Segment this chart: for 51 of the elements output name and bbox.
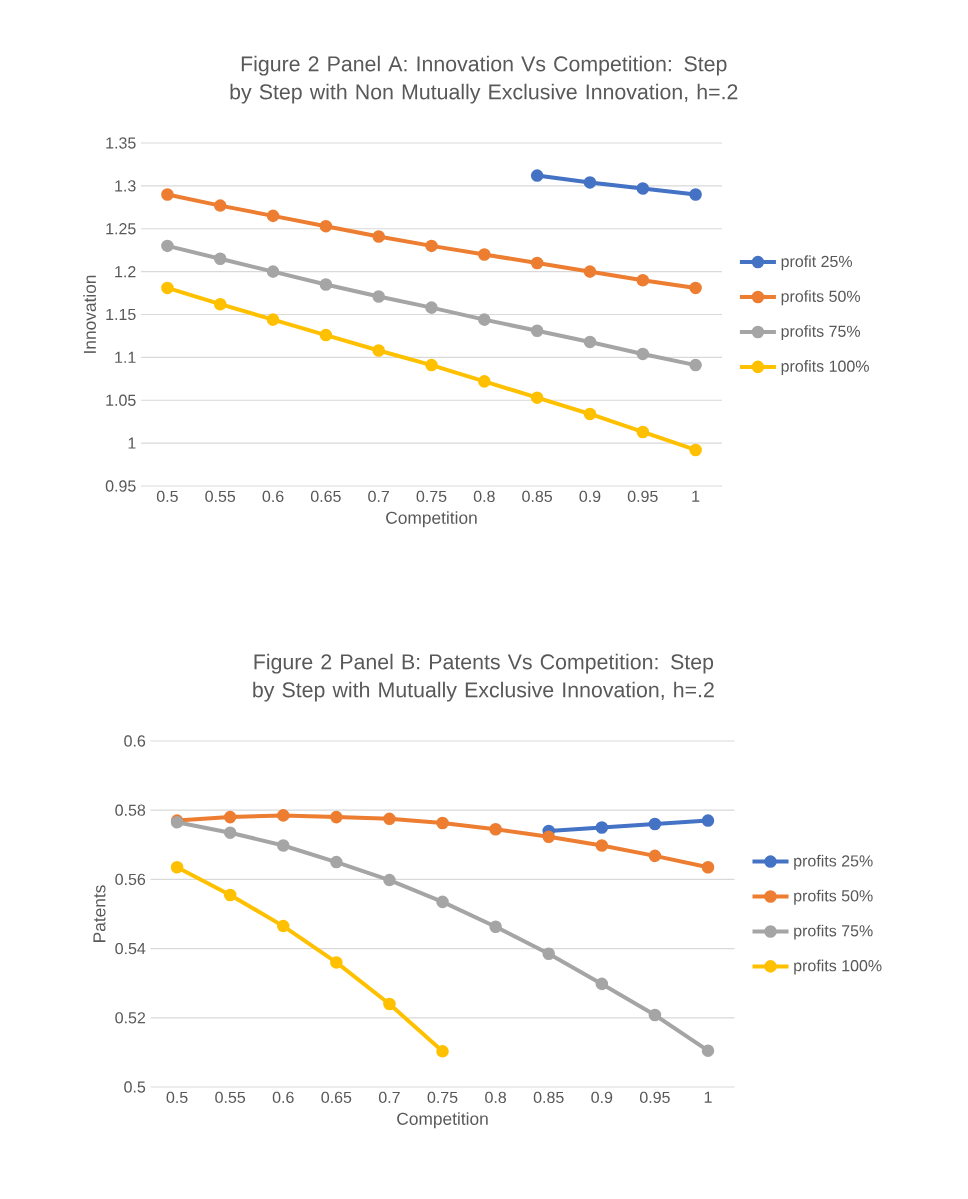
legend-label: profits 25% bbox=[794, 854, 873, 870]
y-tick-label: 0.58 bbox=[115, 804, 146, 816]
x-tick-label: 0.9 bbox=[591, 1091, 613, 1104]
y-tick-label: 0.52 bbox=[115, 1012, 146, 1024]
x-tick-label: 0.55 bbox=[215, 1091, 246, 1104]
x-tick-label: 0.85 bbox=[522, 490, 553, 503]
y-tick-label: 0.54 bbox=[115, 942, 146, 955]
x-tick-label: 0.85 bbox=[533, 1091, 564, 1104]
legend-label: profit 25% bbox=[781, 255, 853, 271]
x-tick-label: 0.7 bbox=[378, 1091, 400, 1104]
x-tick-label: 0.9 bbox=[579, 490, 601, 503]
x-tick-label: 0.65 bbox=[310, 490, 341, 503]
chart-title: Figure 2 Panel A: Innovation Vs Competition: Step by Step with Non Mutually Exclusive Innovation, h=.2 bbox=[230, 55, 738, 104]
y-tick-label: 1.05 bbox=[106, 394, 136, 406]
x-tick-label: 0.5 bbox=[166, 1091, 188, 1104]
x-tick-label: 0.65 bbox=[321, 1091, 352, 1104]
legend-label: profits 100% bbox=[781, 360, 869, 376]
y-tick-label: 1.3 bbox=[115, 180, 136, 192]
y-tick-label: 0.5 bbox=[124, 1081, 146, 1093]
x-tick-label: 0.75 bbox=[416, 490, 447, 503]
y-tick-label: 1.1 bbox=[115, 351, 136, 363]
x-tick-label: 0.55 bbox=[205, 490, 236, 503]
legend-label: profits 50% bbox=[781, 290, 861, 306]
x-tick-label: 0.7 bbox=[368, 490, 389, 503]
x-axis-title: Competition bbox=[397, 1112, 488, 1129]
legend-label: profits 75% bbox=[794, 924, 873, 940]
x-tick-label: 0.95 bbox=[639, 1091, 670, 1104]
x-tick-label: 0.6 bbox=[262, 490, 284, 503]
y-tick-label: 0.6 bbox=[124, 735, 146, 747]
y-tick-label: 1.35 bbox=[106, 137, 136, 149]
chart-title: Figure 2 Panel B: Patents Vs Competition: Step by Step with Mutually Exclusive Innovation, h=.2 bbox=[253, 653, 714, 702]
x-tick-label: 0.95 bbox=[627, 490, 658, 503]
legend-label: profits 75% bbox=[781, 325, 861, 341]
legend-label: profits 100% bbox=[794, 959, 882, 975]
x-tick-label: 0.5 bbox=[156, 490, 178, 503]
y-axis-title: Patents bbox=[93, 885, 106, 942]
y-tick-label: 0.56 bbox=[115, 873, 146, 886]
x-tick-label: 0.75 bbox=[427, 1091, 458, 1104]
y-tick-label: 1.15 bbox=[106, 308, 136, 321]
y-tick-label: 1 bbox=[128, 437, 136, 449]
legend-label: profits 50% bbox=[794, 889, 873, 905]
y-tick-label: 1.25 bbox=[106, 223, 136, 235]
x-tick-label: 0.6 bbox=[272, 1091, 294, 1104]
x-tick-label: 0.8 bbox=[485, 1091, 507, 1104]
x-tick-label: 0.8 bbox=[473, 490, 495, 503]
y-tick-label: 1.2 bbox=[115, 266, 136, 278]
y-axis-title: Innovation bbox=[83, 275, 96, 353]
x-tick-label: 1 bbox=[704, 1091, 712, 1103]
x-axis-title: Competition bbox=[386, 511, 477, 528]
x-tick-label: 1 bbox=[692, 490, 700, 502]
y-tick-label: 0.95 bbox=[105, 480, 136, 492]
